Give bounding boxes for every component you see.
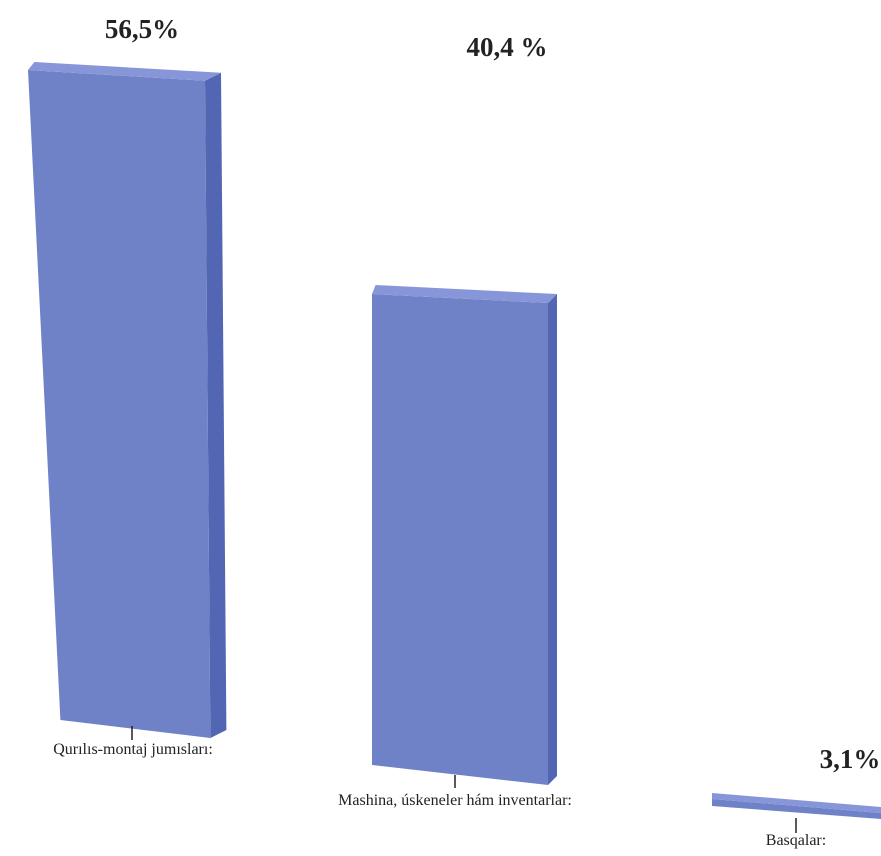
bar-1 — [28, 70, 211, 738]
bar-top-2 — [372, 285, 557, 303]
bar-2 — [372, 294, 548, 785]
data-label-3: 3,1% — [820, 744, 881, 774]
category-label-1: Qurılıs-montaj jumısları: — [53, 741, 213, 758]
data-label-2: 40,4 % — [467, 32, 548, 62]
bar-top-3 — [712, 793, 881, 813]
bar-side-1 — [205, 72, 227, 739]
labels-layer: Qurılıs-montaj jumısları: 56,5% Mashina, ú… — [53, 14, 880, 849]
category-label-3: Basqalar: — [766, 832, 826, 849]
bar-top-1 — [28, 62, 221, 81]
bar-3 — [712, 799, 881, 819]
bar-side-2 — [548, 294, 557, 785]
category-label-2: Mashina, úskeneler hám inventarlar: — [338, 792, 572, 809]
data-label-1: 56,5% — [105, 14, 179, 44]
bars-layer — [28, 62, 881, 819]
